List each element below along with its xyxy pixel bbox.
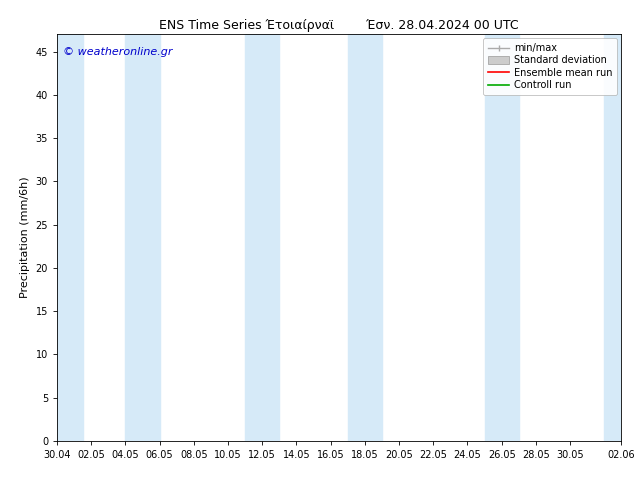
Bar	[245, 34, 280, 441]
Bar	[484, 34, 519, 441]
Y-axis label: Precipitation (mm/6h): Precipitation (mm/6h)	[20, 177, 30, 298]
Legend: min/max, Standard deviation, Ensemble mean run, Controll run: min/max, Standard deviation, Ensemble me…	[483, 38, 618, 95]
Title: ENS Time Series Έτοιαίρναϊ        Έσν. 28.04.2024 00 UTC: ENS Time Series Έτοιαίρναϊ Έσν. 28.04.2…	[159, 19, 519, 32]
Text: © weatheronline.gr: © weatheronline.gr	[63, 47, 172, 56]
Bar	[347, 34, 382, 441]
Bar	[57, 34, 82, 441]
Bar	[604, 34, 634, 441]
Bar	[126, 34, 160, 441]
